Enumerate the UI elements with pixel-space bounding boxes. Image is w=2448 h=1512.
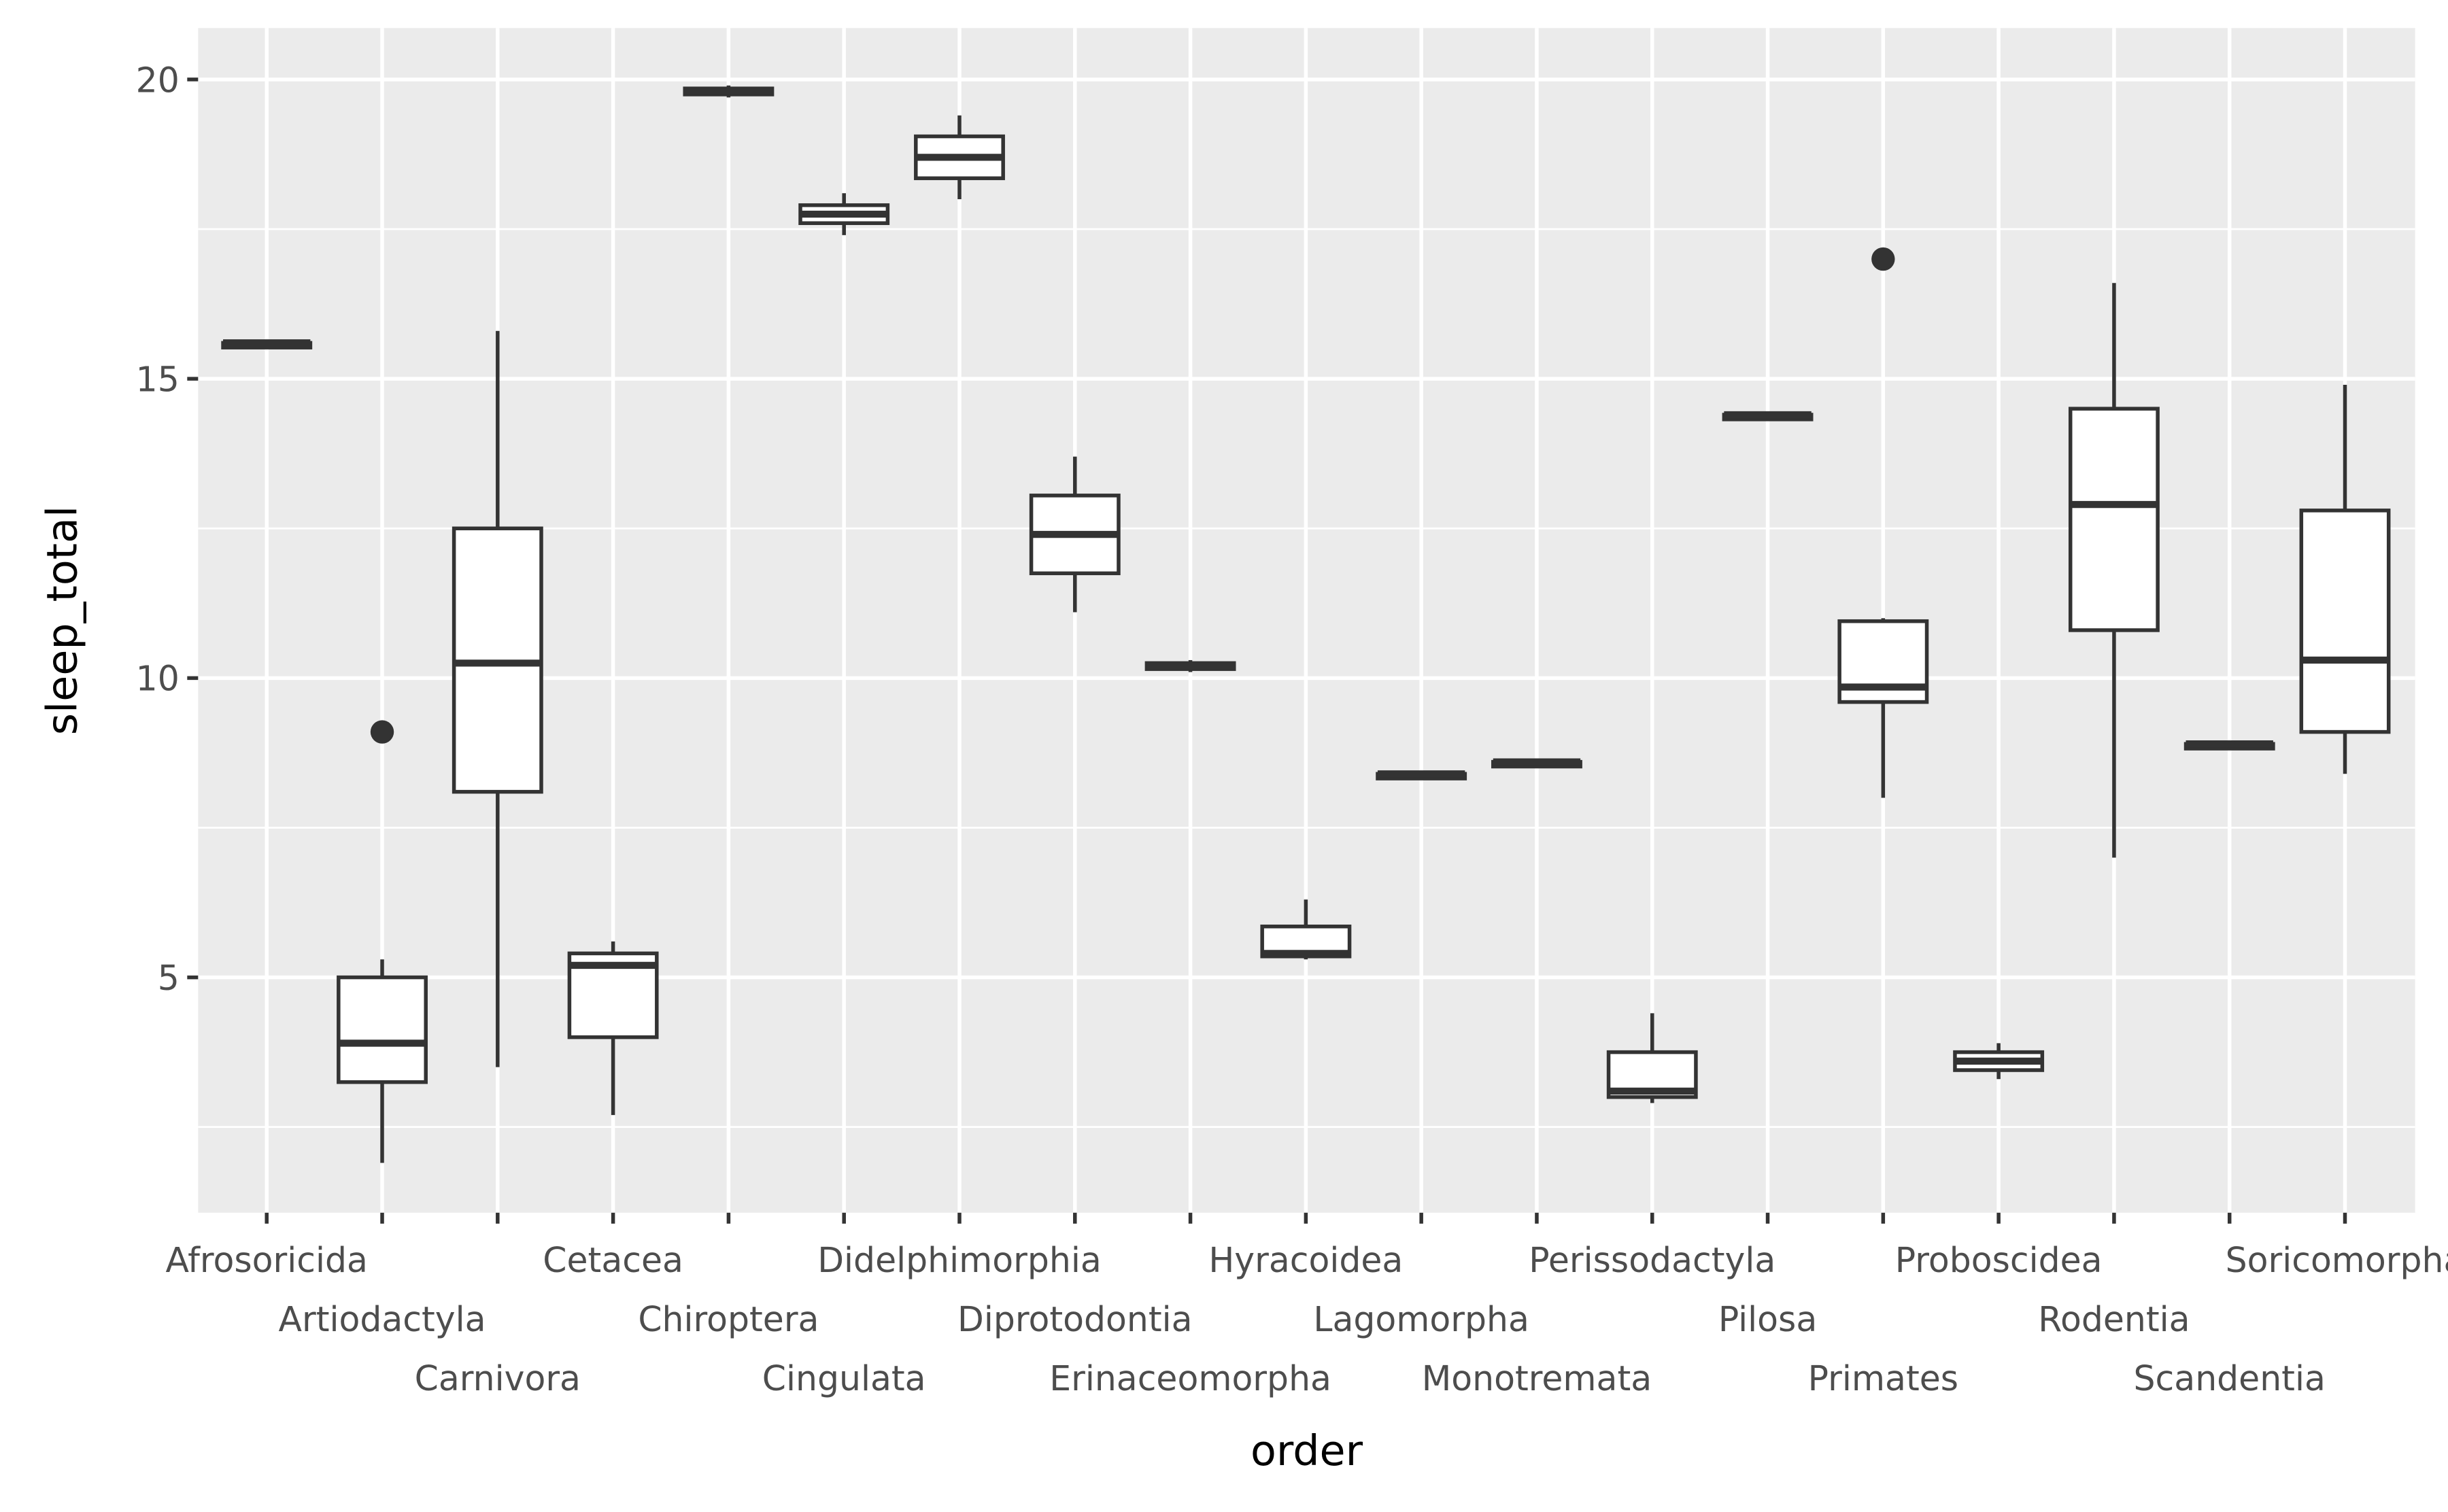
box-cetacea [567,941,659,1116]
x-tick-label: Proboscidea [1895,1240,2103,1280]
x-tick-label: Pilosa [1718,1299,1817,1339]
x-tick-label: Artiodactyla [278,1299,486,1339]
x-tick-label: Perissodactyla [1529,1240,1775,1280]
x-tick-label: Primates [1808,1358,1958,1398]
box-diprotodontia [1029,456,1121,613]
x-tick-label: Carnivora [415,1358,581,1398]
box-proboscidea [1953,1043,2045,1080]
box-erinaceomorpha [1144,659,1236,672]
box-iqr [337,975,428,1084]
box-perissodactyla [1606,1013,1698,1103]
box-monotremata [1491,758,1582,769]
box-lagomorpha [1376,770,1467,780]
axes: 5 10 15 20 Afrosoricida Artiodactyla Carnivora… [136,60,2448,1398]
x-tick-label: Cetacea [543,1240,683,1280]
box-pilosa [1722,411,1814,422]
box-chiroptera [683,85,775,98]
box-soricomorpha [2299,384,2391,774]
box-iqr [2068,407,2160,632]
outlier-point [1871,247,1895,271]
box-artiodactyla [337,720,428,1163]
box-cingulata [798,193,890,235]
box-rodentia [2068,283,2160,858]
y-tick-label: 15 [136,359,180,399]
x-tick-label: Monotremata [1422,1358,1652,1398]
y-tick-label: 5 [158,958,180,998]
x-tick-label: Chiroptera [638,1299,819,1339]
x-tick-label: Scandentia [2134,1358,2326,1398]
y-tick-label: 10 [136,659,180,699]
boxes [221,85,2391,1163]
box-didelphimorphia [914,115,1005,200]
box-primates [1837,247,1929,798]
y-axis-title: sleep_total [38,506,87,735]
x-tick-label: Didelphimorphia [817,1240,1102,1280]
box-afrosoricida [221,339,313,349]
box-carnivora [452,330,543,1067]
x-tick-label: Soricomorpha [2226,1240,2448,1280]
box-scandentia [2183,740,2275,751]
x-tick-label: Lagomorpha [1313,1299,1529,1339]
x-axis-title: order [1251,1426,1363,1475]
outlier-point [370,720,394,744]
box-hyracoidea [1260,899,1352,960]
x-tick-label: Rodentia [2038,1299,2190,1339]
x-tick-label: Afrosoricida [165,1240,368,1280]
x-tick-label: Hyracoidea [1208,1240,1403,1280]
x-tick-label: Diprotodontia [957,1299,1193,1339]
x-tick-label: Erinaceomorpha [1049,1358,1331,1398]
box-iqr [2299,509,2391,734]
y-tick-label: 20 [136,60,180,100]
x-tick-label: Cingulata [762,1358,926,1398]
